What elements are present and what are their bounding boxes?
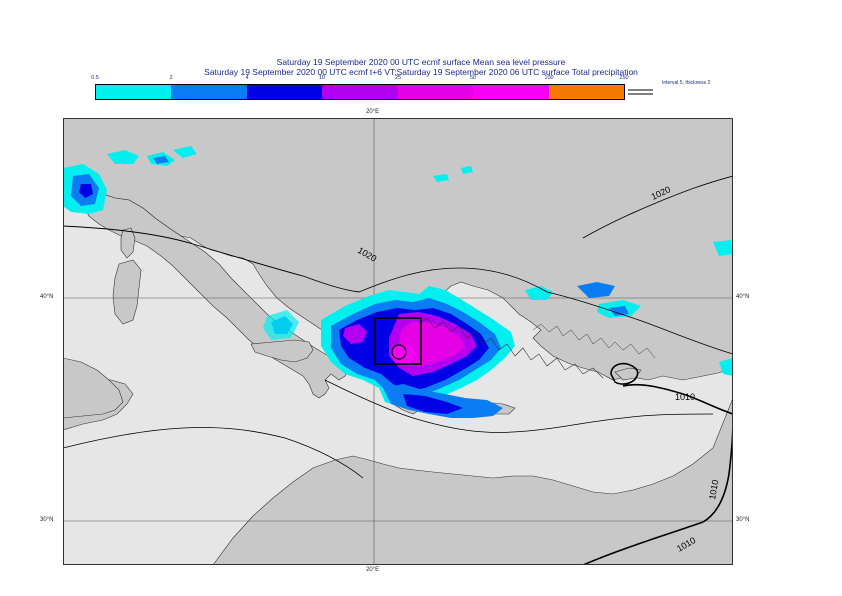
land-corsica [120, 227, 136, 259]
colorbar-tick-5: 50 [469, 75, 477, 81]
focus-box [374, 317, 422, 365]
colorbar-tick-7: 250 [619, 75, 629, 81]
lat-label-right-30: 30°N [736, 517, 750, 523]
map-frame [63, 118, 733, 565]
isobar-1010-east [622, 383, 733, 415]
chart-title-line1: Saturday 19 September 2020 00 UTC ecmf s… [276, 57, 566, 67]
precip-aegean [433, 166, 733, 376]
isobar-label-3: 1010 [675, 392, 695, 402]
isobar-label-4: 1010 [707, 479, 720, 500]
colorbar-swatch-7 [548, 85, 624, 99]
isobar-low-south [63, 427, 364, 479]
isobar-1010-south [582, 417, 733, 565]
colorbar-tick-3: 10 [318, 75, 326, 81]
colorbar-swatch-3 [246, 85, 323, 99]
precip-northwest [63, 146, 197, 214]
precipitation-map: 1020 1020 1010 1010 1010 [63, 118, 733, 565]
lon-label-top: 20°E [366, 109, 380, 115]
isobar-1010-loop [610, 362, 639, 385]
colorbar-tick-1: 2 [169, 75, 173, 81]
isobar-1020-northeast [582, 175, 733, 239]
lat-label-left-30: 30°N [40, 517, 54, 523]
land-sardinia [112, 259, 142, 325]
chart-title-line2: Saturday 19 September 2020 00 UTC ecmf t… [204, 67, 638, 77]
colorbar-swatch-5 [397, 85, 474, 99]
lat-label-left-40: 40°N [40, 294, 54, 300]
colorbar-tick-4: 25 [394, 75, 402, 81]
colorbar-swatch-4 [322, 85, 398, 99]
land-libya-egypt [212, 397, 733, 565]
precip-ionian-system [321, 286, 515, 408]
lon-label-bottom: 20°E [366, 567, 380, 573]
greek-coastline [418, 317, 604, 379]
colorbar-tick-2: 4 [245, 75, 249, 81]
colorbar-tick-6: 100 [544, 75, 554, 81]
isobar-interval-note: Interval 5, thickness 2 [662, 80, 711, 86]
focus-marker [391, 344, 407, 360]
isobar-1020-inland [358, 267, 733, 355]
colorbar-swatch-1 [96, 85, 172, 99]
precip-south-core [403, 394, 463, 414]
colorbar-tick-0: 0.5 [91, 75, 99, 81]
isobar-mid [324, 379, 714, 433]
isobar-1020-west [63, 225, 360, 293]
land-tunisia [63, 357, 124, 419]
colorbar-swatch-6 [473, 85, 549, 99]
lat-label-right-40: 40°N [736, 294, 750, 300]
isobar-legend-lines [628, 89, 653, 95]
colorbar-swatch-2 [171, 85, 247, 99]
land-sicily [250, 339, 314, 363]
precipitation-colorbar [95, 84, 625, 100]
